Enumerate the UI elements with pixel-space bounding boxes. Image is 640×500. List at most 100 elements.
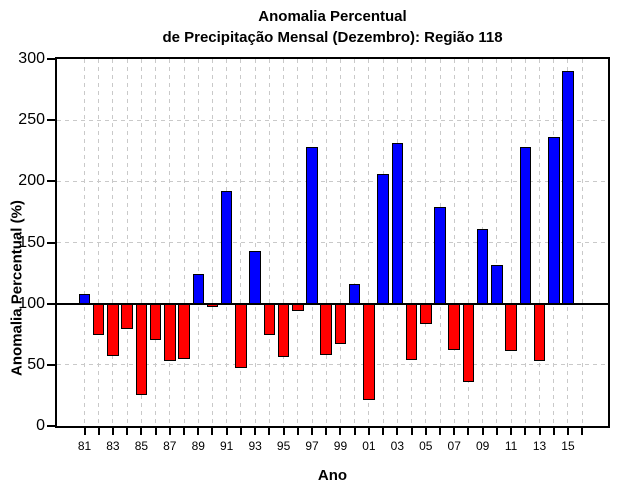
y-tick-label: 50: [27, 355, 45, 373]
gridline-horizontal: [57, 242, 608, 243]
x-tick: [154, 428, 157, 435]
chart-title: Anomalia Percentual de Precipitação Mens…: [57, 6, 608, 48]
bar-1990: [206, 303, 219, 308]
x-tick-label: 81: [77, 439, 92, 453]
bar-1994: [263, 303, 276, 336]
x-tick: [183, 428, 186, 435]
gridline-horizontal: [57, 119, 608, 121]
x-tick: [140, 428, 143, 435]
x-tick-label: 87: [163, 439, 177, 453]
bar-1993: [249, 251, 261, 304]
x-tick: [424, 428, 427, 435]
x-tick: [83, 428, 86, 435]
x-tick: [524, 428, 527, 435]
bar-2007: [448, 303, 460, 351]
y-tick: [47, 58, 55, 60]
y-tick: [47, 302, 55, 305]
bar-1995: [277, 303, 290, 358]
baseline-100: [57, 302, 608, 305]
bar-2006: [434, 207, 446, 304]
y-tick: [47, 180, 55, 183]
x-tick: [254, 428, 257, 435]
y-tick: [47, 119, 55, 122]
x-tick-label: 91: [220, 439, 234, 453]
y-tick-label: 150: [18, 233, 45, 251]
y-tick: [47, 425, 55, 427]
x-tick: [296, 428, 299, 435]
x-tick: [311, 428, 314, 435]
x-tick: [439, 428, 441, 435]
x-tick: [396, 428, 399, 435]
x-tick: [481, 428, 484, 435]
x-tick: [225, 428, 228, 435]
chart-title-line1: Anomalia Percentual: [258, 8, 407, 25]
bar-2005: [420, 303, 432, 325]
x-tick: [339, 428, 342, 435]
x-tick: [168, 428, 171, 435]
x-tick: [111, 428, 114, 435]
x-tick-label: 15: [561, 439, 575, 453]
x-tick: [566, 428, 569, 435]
bar-2004: [405, 303, 418, 360]
bar-2010: [491, 264, 503, 304]
bar-2008: [462, 303, 475, 382]
x-tick-label: 85: [134, 439, 149, 453]
bar-1989: [192, 274, 204, 304]
x-tick-label: 13: [532, 439, 547, 453]
x-tick: [126, 428, 129, 435]
bar-1987: [164, 303, 176, 362]
bar-1983: [107, 303, 119, 357]
x-tick-label: 83: [106, 439, 120, 453]
bar-1998: [320, 303, 332, 356]
y-tick: [47, 241, 55, 244]
y-tick-label: 250: [18, 111, 45, 129]
x-tick: [453, 428, 456, 435]
bar-1999: [334, 303, 347, 345]
x-tick-label: 07: [447, 439, 461, 453]
y-tick-label: 100: [18, 294, 45, 312]
x-tick: [495, 428, 498, 435]
bar-1988: [178, 303, 190, 359]
x-tick: [268, 428, 271, 435]
x-tick-label: 89: [191, 439, 205, 453]
bar-2002: [377, 173, 389, 304]
bar-2015: [562, 71, 574, 304]
x-tick: [410, 428, 413, 435]
x-tick: [282, 428, 285, 435]
bar-2001: [363, 303, 375, 401]
x-tick: [552, 428, 555, 435]
bar-1985: [135, 303, 148, 396]
y-tick: [47, 363, 55, 366]
x-tick-label: 97: [305, 439, 319, 453]
x-tick: [239, 428, 242, 435]
bar-1996: [292, 303, 304, 311]
x-axis-label: Ano: [317, 467, 348, 484]
x-tick: [325, 428, 328, 435]
bar-2012: [519, 147, 532, 304]
x-tick: [538, 428, 541, 435]
x-tick-label: 95: [276, 439, 291, 453]
gridline-horizontal: [57, 364, 608, 366]
x-tick: [367, 428, 370, 435]
x-tick: [211, 428, 214, 435]
y-tick-label: 300: [18, 50, 45, 67]
gridline-horizontal: [57, 180, 608, 182]
x-tick-label: 05: [419, 439, 433, 453]
x-tick-label: 11: [504, 439, 518, 453]
x-tick: [353, 428, 356, 435]
x-tick-label: 93: [248, 439, 262, 453]
bar-1982: [92, 303, 105, 336]
plot-frame: [55, 57, 610, 428]
x-tick: [467, 428, 470, 435]
y-tick-label: 200: [18, 172, 45, 190]
x-tick: [197, 428, 200, 435]
x-tick-label: 01: [362, 439, 376, 453]
bar-1981: [78, 293, 91, 304]
chart-title-line2: de Precipitação Mensal (Dezembro): Regiã…: [162, 29, 503, 46]
y-tick-label: 0: [36, 417, 45, 434]
plot-area: [57, 59, 608, 426]
x-tick-label: 09: [475, 439, 490, 453]
bar-1986: [149, 303, 162, 341]
bar-2003: [391, 143, 404, 304]
